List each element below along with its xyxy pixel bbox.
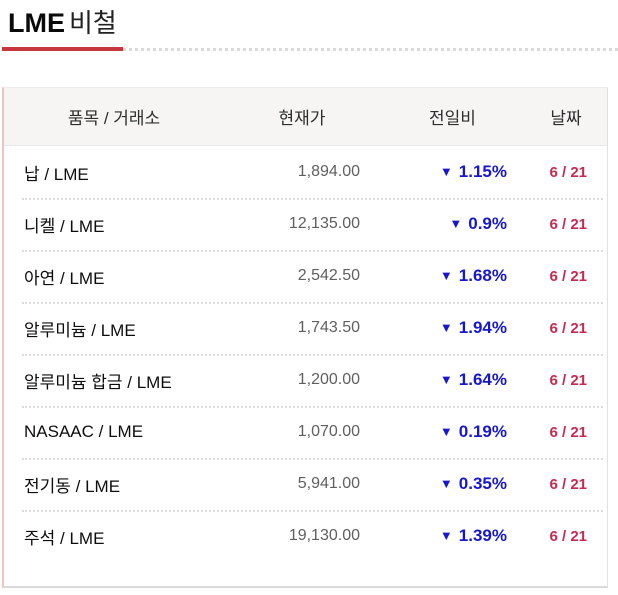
date-cell: 6 / 21 (549, 215, 587, 233)
change-cell: ▼ 1.64% (380, 370, 525, 390)
date-cell: 6 / 21 (549, 319, 587, 337)
date-cell: 6 / 21 (549, 475, 587, 493)
down-triangle-icon: ▼ (439, 320, 453, 335)
price-cell: 1,200.00 (297, 371, 360, 388)
price-cell: 1,894.00 (297, 163, 360, 180)
down-triangle-icon: ▼ (439, 528, 453, 543)
down-triangle-icon: ▼ (449, 216, 463, 231)
price-cell: 12,135.00 (288, 215, 360, 232)
date-cell: 6 / 21 (549, 527, 587, 545)
date-cell: 6 / 21 (549, 371, 587, 389)
change-cell: ▼ 1.94% (380, 318, 525, 338)
item-exchange-cell[interactable]: 납 / LME (24, 164, 89, 184)
table-row: NASAAC / LME 1,070.00 ▼ 0.19% 6 / 21 (4, 406, 607, 458)
down-triangle-icon: ▼ (439, 424, 453, 439)
table-header-row: 품목 / 거래소 현재가 전일비 날짜 (4, 88, 607, 146)
change-cell: ▼ 0.35% (380, 474, 525, 494)
header-item-exchange: 품목 / 거래소 (67, 109, 161, 128)
date-cell: 6 / 21 (549, 267, 587, 285)
table-row: 주석 / LME 19,130.00 ▼ 1.39% 6 / 21 (4, 510, 607, 562)
table-row: 납 / LME 1,894.00 ▼ 1.15% 6 / 21 (4, 146, 607, 198)
page-title-main: LME (8, 8, 65, 38)
change-cell: ▼ 1.68% (380, 266, 525, 286)
table-row: 아연 / LME 2,542.50 ▼ 1.68% 6 / 21 (4, 250, 607, 302)
change-percent: 1.68% (458, 266, 507, 285)
page-title: LME 비철 (8, 8, 618, 38)
table-row: 알루미늄 합금 / LME 1,200.00 ▼ 1.64% 6 / 21 (4, 354, 607, 406)
price-cell: 1,743.50 (297, 319, 360, 336)
change-cell: ▼ 1.15% (380, 162, 525, 182)
date-cell: 6 / 21 (549, 423, 587, 441)
change-cell: ▼ 1.39% (380, 526, 525, 546)
change-cell: ▼ 0.19% (380, 422, 525, 442)
header-current-price: 현재가 (278, 109, 326, 128)
down-triangle-icon: ▼ (439, 476, 453, 491)
dotted-rule (2, 48, 618, 51)
title-underline (2, 47, 618, 53)
down-triangle-icon: ▼ (439, 268, 453, 283)
header-date: 날짜 (550, 109, 582, 128)
change-percent: 1.15% (458, 162, 507, 181)
price-cell: 1,070.00 (297, 423, 360, 440)
date-cell: 6 / 21 (549, 163, 587, 181)
item-exchange-cell[interactable]: 아연 / LME (24, 268, 105, 288)
page-title-sub: 비철 (69, 8, 117, 38)
price-cell: 2,542.50 (297, 267, 360, 284)
change-percent: 0.35% (458, 474, 507, 493)
change-cell: ▼ 0.9% (380, 214, 525, 234)
item-exchange-cell[interactable]: 알루미늄 합금 / LME (24, 372, 172, 392)
price-cell: 19,130.00 (288, 527, 360, 544)
page-header: LME 비철 (0, 0, 618, 53)
change-percent: 0.9% (468, 214, 507, 233)
red-accent-bar (2, 47, 123, 51)
price-cell: 5,941.00 (297, 475, 360, 492)
change-percent: 1.64% (458, 370, 507, 389)
table-row: 알루미늄 / LME 1,743.50 ▼ 1.94% 6 / 21 (4, 302, 607, 354)
item-exchange-cell[interactable]: 알루미늄 / LME (24, 320, 136, 340)
item-exchange-cell[interactable]: 주석 / LME (24, 528, 105, 548)
change-percent: 1.39% (458, 526, 507, 545)
down-triangle-icon: ▼ (439, 164, 453, 179)
header-day-change: 전일비 (429, 109, 476, 128)
price-table: 품목 / 거래소 현재가 전일비 날짜 납 / LME 1,894.00 ▼ 1.… (2, 87, 608, 588)
table-row: 니켈 / LME 12,135.00 ▼ 0.9% 6 / 21 (4, 198, 607, 250)
change-percent: 0.19% (458, 422, 507, 441)
item-exchange-cell[interactable]: 니켈 / LME (24, 216, 105, 236)
table-row: 전기동 / LME 5,941.00 ▼ 0.35% 6 / 21 (4, 458, 607, 510)
down-triangle-icon: ▼ (439, 372, 453, 387)
change-percent: 1.94% (458, 318, 507, 337)
item-exchange-cell[interactable]: NASAAC / LME (24, 422, 144, 441)
item-exchange-cell[interactable]: 전기동 / LME (24, 476, 121, 496)
